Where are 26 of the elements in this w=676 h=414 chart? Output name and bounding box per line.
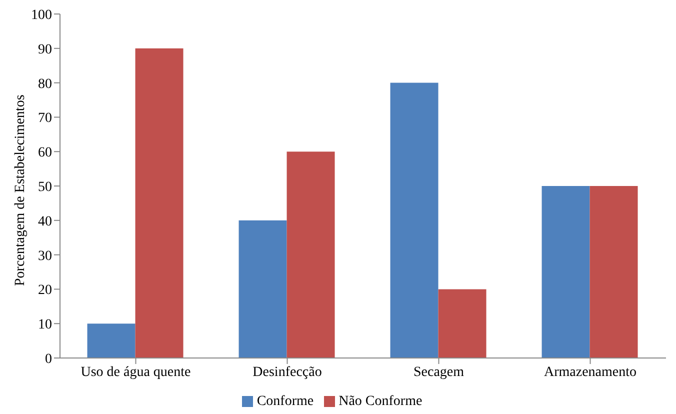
bar — [286, 152, 335, 358]
legend-label: Não Conforme — [338, 394, 422, 409]
legend-label: Conforme — [256, 394, 314, 409]
bar — [590, 186, 638, 358]
y-tick-label: 40 — [38, 214, 52, 230]
bar — [390, 82, 438, 358]
bar — [542, 186, 590, 358]
x-tick-label: Secagem — [413, 364, 464, 380]
y-tick-label: 10 — [38, 318, 52, 333]
x-tick-label: Armazenamento — [544, 364, 637, 380]
bar — [438, 289, 486, 358]
bar — [238, 220, 287, 358]
y-tick-label: 20 — [38, 283, 52, 298]
y-axis-title: Porcentagem de Estabelecimentos — [12, 94, 28, 286]
y-tick-label: 0 — [45, 352, 52, 367]
y-tick-label: 30 — [38, 248, 52, 264]
bar — [135, 48, 184, 358]
y-tick-label: 100 — [31, 8, 52, 23]
x-tick-label: Uso de água quente — [80, 364, 191, 380]
y-tick-label: 80 — [38, 76, 52, 92]
x-tick-label: Desinfecção — [252, 364, 322, 380]
y-tick-label: 90 — [38, 42, 52, 58]
bar — [87, 324, 136, 358]
y-tick-label: 60 — [38, 146, 52, 161]
y-tick-label: 50 — [38, 180, 52, 195]
y-tick-label: 70 — [38, 111, 52, 126]
